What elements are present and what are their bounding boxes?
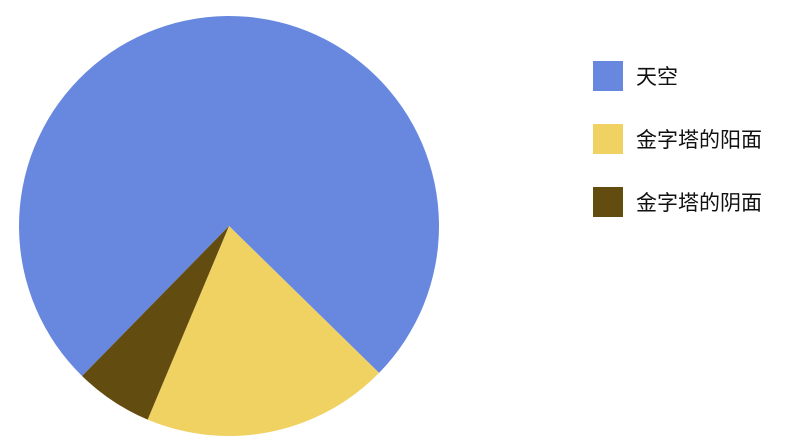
legend-swatch-sky — [593, 60, 623, 91]
legend-item-sky: 天空 — [593, 60, 762, 91]
legend-label-sunny-side: 金字塔的阳面 — [636, 127, 762, 152]
legend-item-sunny-side: 金字塔的阳面 — [593, 123, 762, 154]
pie-slice-shady-side — [82, 226, 229, 420]
pie-slice-sky — [19, 16, 440, 377]
legend-swatch-shady-side — [593, 186, 623, 217]
legend: 天空 金字塔的阳面 金字塔的阴面 — [593, 60, 762, 249]
legend-label-shady-side: 金字塔的阴面 — [636, 190, 762, 215]
pie-slice-sunny-side — [147, 226, 380, 437]
legend-item-shady-side: 金字塔的阴面 — [593, 186, 762, 217]
pie-chart — [19, 16, 440, 437]
legend-label-sky: 天空 — [636, 64, 678, 89]
legend-swatch-sunny-side — [593, 123, 623, 154]
